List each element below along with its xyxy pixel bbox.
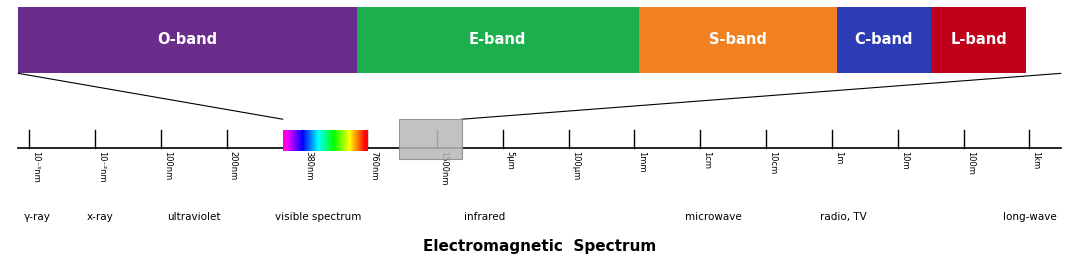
Text: 1m: 1m [834,151,843,164]
Text: 5μm: 5μm [505,151,514,170]
Text: E-band: E-band [469,32,527,47]
Text: microwave: microwave [685,212,742,222]
Text: 10cm: 10cm [768,151,777,174]
Text: 1500nm: 1500nm [439,151,448,185]
Text: 200nm: 200nm [229,151,237,180]
Text: C-band: C-band [855,32,913,47]
Text: ultraviolet: ultraviolet [167,212,221,222]
Text: S-band: S-band [709,32,766,47]
Text: 100μm: 100μm [571,151,579,180]
Text: 1km: 1km [1032,151,1040,169]
Text: 100nm: 100nm [163,151,172,180]
Bar [639,7,836,73]
Bar [399,119,462,159]
Bar [18,7,357,73]
Text: x-ray: x-ray [86,212,113,222]
Text: γ-ray: γ-ray [24,212,51,222]
Text: 10m: 10m [900,151,909,169]
Text: radio, TV: radio, TV [820,212,866,222]
Text: infrared: infrared [464,212,505,222]
Text: Electromagnetic  Spectrum: Electromagnetic Spectrum [423,239,656,254]
Bar [357,7,639,73]
Text: 1cm: 1cm [702,151,711,169]
Text: L-band: L-band [951,32,1007,47]
Text: 10⁻³nm: 10⁻³nm [31,151,40,182]
Text: 380nm: 380nm [304,151,313,180]
Text: 760nm: 760nm [369,151,378,180]
Text: 100m: 100m [966,151,974,174]
Text: 1mm: 1mm [637,151,645,172]
Text: visible spectrum: visible spectrum [275,212,361,222]
Text: 10⁻²nm: 10⁻²nm [97,151,106,182]
Bar [931,7,1026,73]
Text: O-band: O-band [158,32,218,47]
Bar [836,7,931,73]
Text: long-wave: long-wave [1003,212,1057,222]
